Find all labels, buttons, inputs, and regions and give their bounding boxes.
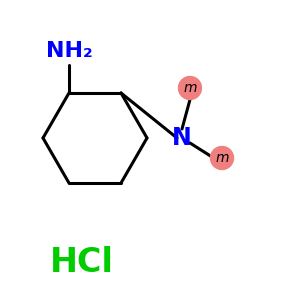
Text: m: m (215, 151, 229, 165)
Circle shape (178, 76, 202, 100)
Text: N: N (172, 126, 192, 150)
Text: NH₂: NH₂ (46, 41, 92, 61)
Text: m: m (183, 81, 197, 95)
Text: HCl: HCl (50, 245, 114, 278)
Circle shape (211, 146, 233, 170)
